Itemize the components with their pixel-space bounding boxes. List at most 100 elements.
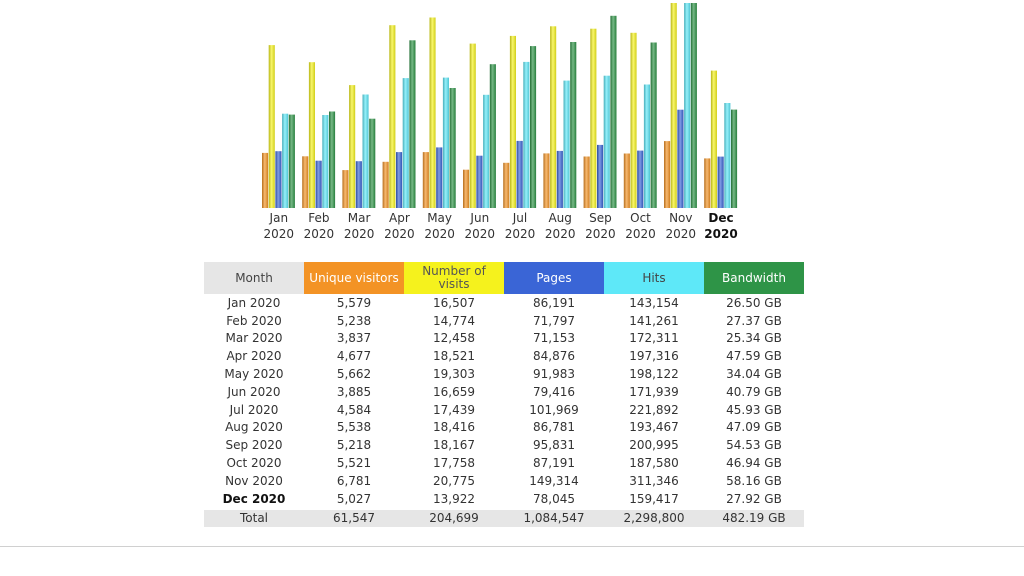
bar-pages-jun xyxy=(476,155,483,208)
cell-bandwidth: 54.53 GB xyxy=(726,438,782,453)
table-row: Aug 2020 5,538 18,416 86,781 193,467 47.09 GB xyxy=(204,419,804,437)
x-tick-label-month-may: May xyxy=(427,211,452,225)
bar-hits-oct xyxy=(643,84,650,208)
cell-unique-visitors: 5,521 xyxy=(336,456,372,471)
table-row: Jan 2020 5,579 16,507 86,191 143,154 26.50 GB xyxy=(204,294,804,312)
x-tick-label-month-dec: Dec xyxy=(708,211,733,225)
cell-month: Jul 2020 xyxy=(229,402,279,417)
total-month: Total xyxy=(204,507,304,528)
bar-number-of-visits-feb xyxy=(308,62,315,209)
x-tick-label-month-jun: Jun xyxy=(469,211,489,225)
bar-hits-jul xyxy=(523,61,530,209)
cell-bandwidth: 46.94 GB xyxy=(726,456,782,471)
cell-number-of-visits: 20,775 xyxy=(433,473,475,488)
x-tick-label-month-sep: Sep xyxy=(589,211,612,225)
bar-bandwidth-jul xyxy=(530,46,537,208)
cell-unique-visitors: 5,238 xyxy=(336,313,372,328)
x-tick-label-month-jan: Jan xyxy=(269,211,289,225)
header-unique-visitors: Unique visitors xyxy=(304,262,404,294)
table-row: Feb 2020 5,238 14,774 71,797 141,261 27.37 GB xyxy=(204,312,804,330)
cell-number-of-visits: 17,439 xyxy=(433,402,475,417)
cell-unique-visitors: 4,677 xyxy=(336,349,372,364)
header-pages: Pages xyxy=(504,262,604,294)
cell-unique-visitors: 5,579 xyxy=(336,295,372,310)
cell-hits: 311,346 xyxy=(629,473,679,488)
bar-hits-aug xyxy=(563,80,570,208)
cell-unique-visitors: 5,027 xyxy=(336,491,372,506)
bar-number-of-visits-nov xyxy=(670,3,677,208)
cell-pages: 71,797 xyxy=(533,313,575,328)
bar-unique-visitors-nov xyxy=(664,141,671,208)
cell-pages: 91,983 xyxy=(533,367,575,382)
monthly-bar-chart: Jan 2020 Feb 2020 Mar 2020 Apr 2020 May 2020 Jun 20… xyxy=(0,0,1024,250)
x-tick-label-year-mar: 2020 xyxy=(344,227,375,241)
bar-pages-feb xyxy=(315,160,322,208)
cell-bandwidth: 47.09 GB xyxy=(726,420,782,435)
x-tick-label-month-nov: Nov xyxy=(669,211,692,225)
cell-hits: 143,154 xyxy=(629,295,679,310)
total-number-of-visits: 204,699 xyxy=(404,507,504,528)
bottom-divider xyxy=(0,546,1024,547)
bar-unique-visitors-feb xyxy=(302,156,309,208)
cell-bandwidth: 58.16 GB xyxy=(726,473,782,488)
cell-pages: 87,191 xyxy=(533,456,575,471)
bar-number-of-visits-sep xyxy=(590,28,597,209)
chart-x-labels: Jan 2020 Feb 2020 Mar 2020 Apr 2020 May 2020 Jun 20… xyxy=(264,211,738,241)
cell-hits: 159,417 xyxy=(629,491,679,506)
x-tick-label-year-jul: 2020 xyxy=(505,227,536,241)
cell-unique-visitors: 4,584 xyxy=(336,402,372,417)
x-tick-label-year-sep: 2020 xyxy=(585,227,616,241)
x-tick-label-year-feb: 2020 xyxy=(304,227,335,241)
cell-pages: 78,045 xyxy=(533,491,575,506)
x-tick-label-year-jun: 2020 xyxy=(465,227,496,241)
table-row: Sep 2020 5,218 18,167 95,831 200,995 54.53 GB xyxy=(204,436,804,454)
cell-number-of-visits: 12,458 xyxy=(433,331,475,346)
cell-hits: 187,580 xyxy=(629,456,679,471)
bar-pages-oct xyxy=(637,150,644,208)
cell-unique-visitors: 5,662 xyxy=(336,367,372,382)
cell-pages: 101,969 xyxy=(529,402,579,417)
bar-number-of-visits-dec xyxy=(710,70,717,208)
x-tick-label-year-nov: 2020 xyxy=(666,227,697,241)
cell-pages: 86,191 xyxy=(533,295,575,310)
cell-pages: 95,831 xyxy=(533,438,575,453)
total-bandwidth: 482.19 GB xyxy=(704,507,804,528)
cell-unique-visitors: 3,837 xyxy=(336,331,372,346)
cell-hits: 200,995 xyxy=(629,438,679,453)
bar-hits-jun xyxy=(483,94,490,208)
cell-hits: 171,939 xyxy=(629,384,679,399)
cell-hits: 141,261 xyxy=(629,313,679,328)
cell-number-of-visits: 18,521 xyxy=(433,349,475,364)
cell-hits: 193,467 xyxy=(629,420,679,435)
cell-month: Apr 2020 xyxy=(226,349,282,364)
bar-bandwidth-aug xyxy=(570,42,577,208)
x-tick-label-year-dec: 2020 xyxy=(704,227,737,241)
table-header-row: Month Unique visitors Number of visits P… xyxy=(204,262,804,294)
bar-pages-sep xyxy=(597,144,604,208)
bar-number-of-visits-jul xyxy=(509,35,516,209)
bar-bandwidth-dec xyxy=(731,109,738,208)
cell-unique-visitors: 5,538 xyxy=(336,420,372,435)
bar-hits-dec xyxy=(724,103,731,208)
cell-month: Nov 2020 xyxy=(225,473,283,488)
cell-number-of-visits: 13,922 xyxy=(433,491,475,506)
header-hits: Hits xyxy=(604,262,704,294)
cell-pages: 79,416 xyxy=(533,384,575,399)
cell-number-of-visits: 16,659 xyxy=(433,384,475,399)
x-tick-label-month-oct: Oct xyxy=(630,211,651,225)
cell-month: Sep 2020 xyxy=(225,438,283,453)
cell-bandwidth: 47.59 GB xyxy=(726,349,782,364)
cell-number-of-visits: 17,758 xyxy=(433,456,475,471)
cell-bandwidth: 27.37 GB xyxy=(726,313,782,328)
cell-number-of-visits: 18,416 xyxy=(433,420,475,435)
cell-month: Oct 2020 xyxy=(226,456,282,471)
cell-month: Dec 2020 xyxy=(222,491,286,506)
bar-unique-visitors-mar xyxy=(342,170,349,208)
cell-pages: 84,876 xyxy=(533,349,575,364)
cell-pages: 71,153 xyxy=(533,331,575,346)
bar-bandwidth-jan xyxy=(288,114,295,208)
table-row: Oct 2020 5,521 17,758 87,191 187,580 46.94 GB xyxy=(204,454,804,472)
bar-pages-nov xyxy=(677,109,684,208)
bar-bandwidth-may xyxy=(449,88,456,208)
header-bandwidth: Bandwidth xyxy=(704,262,804,294)
